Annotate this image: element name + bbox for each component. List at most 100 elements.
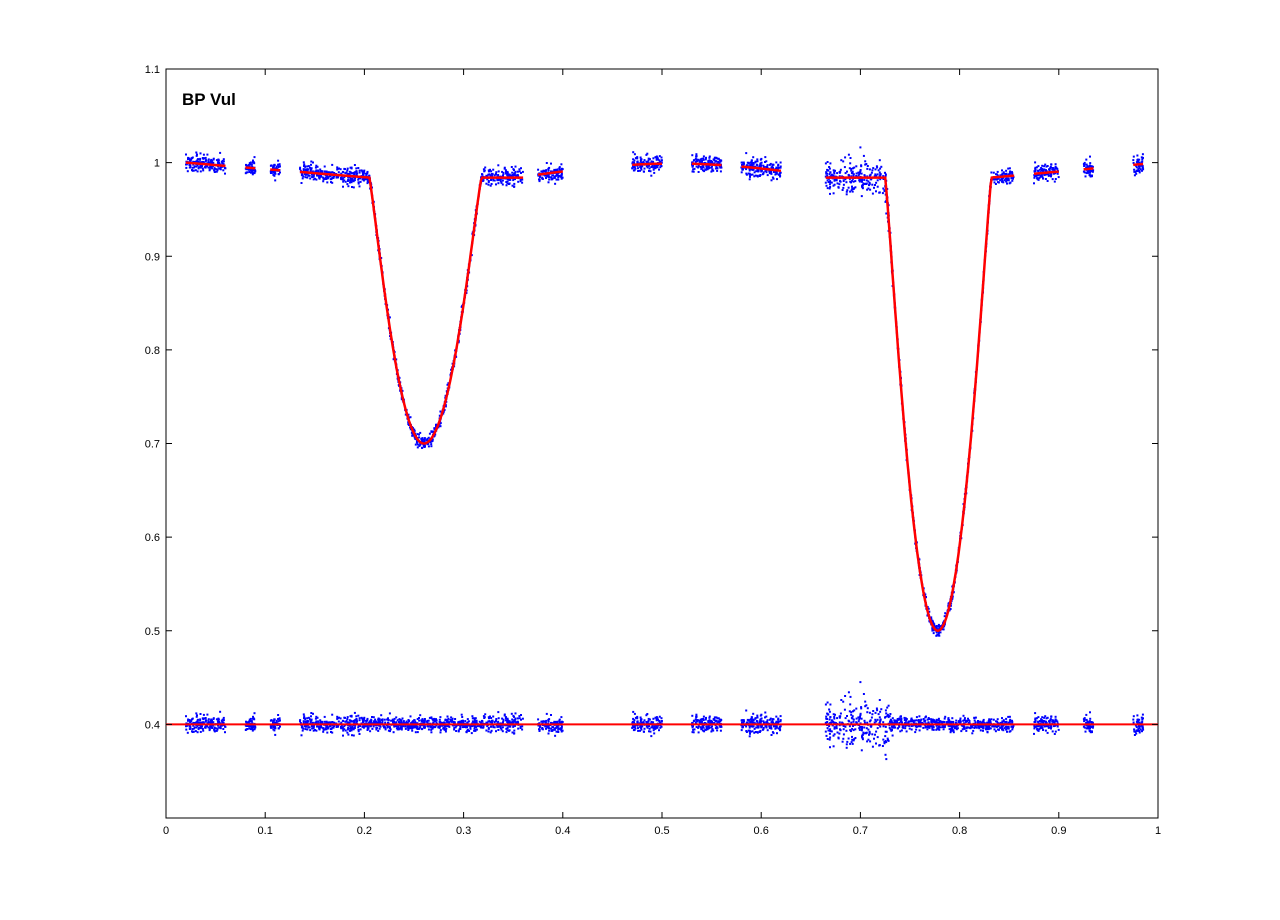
residual-point	[219, 725, 222, 728]
residual-point	[753, 731, 756, 734]
residual-point	[876, 718, 879, 721]
residual-point	[521, 725, 524, 728]
residual-point	[492, 715, 495, 718]
residual-point	[488, 720, 491, 723]
residual-point	[833, 727, 836, 730]
residual-point	[882, 721, 885, 724]
light-curve-point	[658, 168, 660, 171]
light-curve-point	[250, 171, 252, 174]
light-curve-point	[779, 165, 782, 168]
light-curve-point	[1008, 167, 1011, 170]
light-curve-point	[741, 161, 744, 164]
residual-point	[828, 708, 831, 711]
residual-point	[639, 720, 642, 723]
residual-point	[346, 718, 349, 720]
light-curve-point	[194, 165, 196, 168]
light-curve-point	[710, 160, 712, 162]
residual-point	[510, 712, 513, 715]
light-curve-point	[346, 167, 349, 170]
residual-point	[357, 729, 360, 731]
residual-point	[696, 720, 699, 723]
light-curve-point	[521, 178, 524, 181]
light-curve-point	[996, 181, 999, 184]
light-curve-point	[865, 163, 868, 165]
residual-point	[899, 730, 902, 733]
residual-point	[853, 709, 856, 712]
residual-point	[695, 713, 698, 716]
light-curve-point	[1002, 181, 1005, 184]
residual-point	[352, 734, 355, 737]
light-curve-point	[1010, 177, 1013, 180]
residual-point	[1011, 720, 1014, 723]
residual-point	[316, 716, 319, 719]
residual-point	[758, 720, 761, 723]
residual-point	[868, 733, 870, 736]
light-curve-point	[340, 178, 343, 181]
light-curve-point	[272, 165, 275, 168]
light-curve-point	[195, 165, 198, 168]
residual-point	[416, 731, 419, 734]
residual-point	[924, 726, 927, 729]
residual-point	[343, 728, 346, 731]
residual-point	[369, 724, 372, 727]
light-curve-point	[755, 170, 758, 173]
light-curve-point	[326, 174, 329, 177]
residual-point	[411, 721, 413, 724]
residual-point	[639, 716, 642, 719]
residual-point	[1005, 725, 1007, 728]
residual-point	[301, 729, 304, 732]
light-curve-point	[752, 168, 755, 171]
light-curve-point	[779, 175, 781, 178]
residual-point	[459, 726, 462, 729]
residual-point	[933, 719, 936, 722]
light-curve-point	[357, 177, 360, 179]
residual-point	[826, 738, 829, 740]
light-curve-point	[487, 173, 490, 176]
residual-point	[357, 730, 360, 733]
light-curve-point	[248, 162, 251, 165]
light-curve-point	[876, 185, 879, 188]
residual-point	[347, 727, 350, 729]
residual-point	[931, 720, 934, 723]
residual-point	[338, 716, 340, 719]
light-curve-point	[750, 161, 753, 164]
light-curve-point	[560, 174, 563, 177]
light-curve-point	[360, 169, 363, 172]
light-curve-point	[842, 186, 845, 189]
light-curve-point	[697, 164, 700, 167]
light-curve-point	[329, 178, 332, 181]
light-curve-point	[490, 170, 493, 173]
light-curve-point	[299, 167, 301, 170]
residual-point	[351, 720, 353, 723]
residual-point	[852, 710, 854, 713]
light-curve-point	[779, 161, 782, 164]
residual-point	[779, 719, 782, 722]
residual-point	[970, 724, 973, 727]
residual-point	[999, 726, 1002, 729]
light-curve-point	[315, 164, 318, 167]
residual-point	[520, 718, 522, 721]
residual-point	[553, 727, 556, 730]
light-curve-point	[341, 170, 344, 173]
residual-point	[865, 727, 868, 730]
residual-point	[859, 714, 862, 717]
residual-point	[707, 721, 710, 724]
residual-point	[189, 726, 192, 729]
residual-point	[423, 725, 426, 727]
light-curve-point	[1009, 181, 1012, 184]
light-curve-point	[692, 168, 695, 171]
light-curve-point	[637, 167, 639, 170]
light-curve-point	[407, 423, 410, 426]
light-curve-point	[491, 174, 494, 177]
light-curve-point	[859, 178, 862, 181]
light-curve-point	[843, 166, 846, 169]
light-curve-point	[207, 160, 210, 163]
residual-point	[346, 716, 349, 719]
residual-point	[395, 727, 398, 730]
residual-point	[201, 725, 203, 728]
residual-point	[443, 728, 446, 731]
light-curve-point	[882, 187, 885, 190]
light-curve-point	[705, 168, 708, 171]
light-curve-point	[364, 172, 367, 175]
residual-point	[650, 720, 653, 723]
